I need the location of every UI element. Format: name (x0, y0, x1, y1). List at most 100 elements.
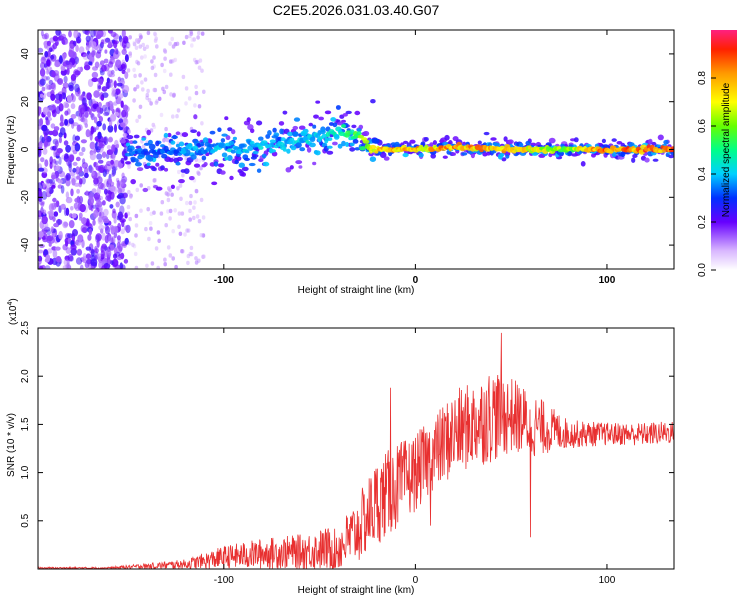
heatmap-cell (105, 225, 110, 235)
heatmap-cell (173, 208, 177, 213)
heatmap-cell (107, 41, 112, 48)
heatmap-cell (133, 87, 137, 92)
heatmap-cell (97, 101, 102, 109)
heatmap-cell (120, 63, 126, 69)
heatmap-cell (85, 92, 92, 100)
heatmap-cell (72, 122, 79, 127)
heatmap-cell (103, 111, 110, 117)
heatmap-cell (58, 136, 63, 144)
heatmap-cell (601, 138, 607, 144)
heatmap-cell (95, 234, 100, 243)
heatmap-cell (116, 194, 122, 199)
heatmap-cell (138, 73, 142, 78)
heatmap-cell (164, 126, 168, 132)
heatmap-cell (82, 53, 89, 60)
heatmap-cell (38, 146, 41, 155)
heatmap-cell (63, 140, 69, 146)
heatmap-cell (326, 145, 333, 149)
heatmap-cell (112, 225, 119, 234)
heatmap-cell (124, 212, 128, 219)
heatmap-cell (157, 96, 162, 102)
heatmap-cell (231, 129, 236, 135)
heatmap-cell (192, 205, 196, 210)
heatmap-cell (200, 31, 205, 36)
heatmap-cell (51, 184, 56, 189)
heatmap-cell (282, 148, 287, 152)
heatmap-cell (221, 133, 228, 137)
heatmap-cell (40, 30, 44, 37)
heatmap-cell (432, 140, 437, 146)
heatmap-cell (85, 45, 90, 51)
heatmap-cell (68, 118, 74, 124)
heatmap-cell (151, 122, 156, 128)
heatmap-cell (164, 84, 169, 90)
heatmap-cell (118, 93, 124, 99)
heatmap-cell (40, 56, 46, 64)
heatmap-cell (267, 130, 272, 136)
heatmap-cell (224, 157, 229, 161)
heatmap-cell (196, 131, 201, 137)
heatmap-cell (101, 243, 107, 249)
heatmap-cell (190, 154, 197, 160)
heatmap-cell (155, 186, 163, 191)
heatmap-cell (154, 246, 159, 251)
heatmap-cell (113, 33, 119, 40)
heatmap-cell (190, 43, 194, 48)
heatmap-cell (133, 134, 140, 139)
heatmap-cell (63, 101, 68, 109)
heatmap-cell (402, 152, 409, 158)
heatmap-cell (126, 42, 131, 48)
svg-text:(x104): (x104) (7, 298, 19, 325)
heatmap-cell (148, 221, 153, 226)
heatmap-cell (110, 191, 115, 200)
heatmap-cell (128, 194, 133, 200)
heatmap-cell (108, 61, 114, 68)
heatmap-cell (44, 141, 49, 148)
heatmap-cell (82, 97, 87, 106)
heatmap-cell (98, 85, 101, 90)
heatmap-cell (349, 142, 355, 147)
heatmap-cell (341, 124, 346, 128)
heatmap-cell (47, 116, 52, 122)
heatmap-cell (166, 197, 171, 203)
heatmap-cell (122, 192, 129, 199)
heatmap-cell (38, 231, 44, 238)
heatmap-cell (163, 56, 167, 61)
heatmap-cell (70, 74, 77, 81)
heatmap-cell (52, 249, 58, 259)
heatmap-cell (121, 109, 127, 118)
heatmap-cell (170, 184, 175, 189)
heatmap-cell (168, 157, 174, 163)
heatmap-cell (97, 112, 101, 118)
heatmap-cell (86, 257, 91, 267)
heatmap-cell (197, 171, 201, 176)
heatmap-cell (181, 173, 185, 178)
heatmap-cell (74, 135, 80, 141)
heatmap-cell (152, 64, 156, 69)
heatmap-cell (98, 211, 102, 217)
heatmap-cell (125, 224, 131, 234)
heatmap-cell (84, 111, 89, 118)
heatmap-cell (369, 156, 377, 162)
heatmap-cell (580, 161, 586, 167)
heatmap-cell (115, 201, 120, 208)
heatmap-cell (46, 187, 50, 197)
heatmap-cell (68, 49, 74, 58)
heatmap-cell (43, 226, 51, 232)
heatmap-cell (258, 136, 264, 141)
heatmap-cell (128, 51, 132, 56)
heatmap-cell (332, 141, 338, 146)
heatmap-cell (341, 140, 346, 147)
heatmap-cell (122, 132, 128, 138)
heatmap-cell (41, 215, 48, 225)
heatmap-cell (76, 248, 83, 256)
heatmap-cell (349, 147, 356, 152)
heatmap-cell (182, 40, 186, 45)
heatmap-cell (145, 44, 150, 49)
heatmap-cell (244, 150, 250, 154)
heatmap-cell (75, 36, 82, 44)
heatmap-cell (383, 156, 390, 161)
heatmap-cell (72, 40, 77, 47)
y-tick-label: 40 (20, 48, 31, 60)
heatmap-cell (518, 142, 524, 148)
